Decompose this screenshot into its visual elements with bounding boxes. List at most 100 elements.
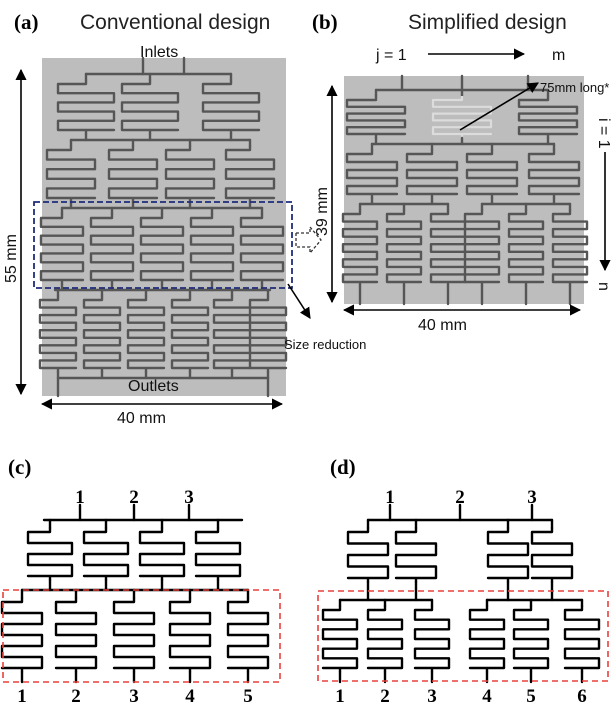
serpentine-line — [138, 526, 186, 582]
serpentine-channel — [212, 294, 252, 374]
serpentine-channel — [224, 144, 276, 204]
inlet-number: 1 — [385, 487, 395, 508]
panel-b: (b) Simplified design j = 1 m 75mm long*… — [312, 10, 612, 334]
size-reduction-box — [33, 201, 293, 289]
serpentine-line — [226, 596, 270, 674]
serpentine-channel — [56, 78, 116, 136]
i-end-label: n — [595, 282, 612, 291]
serpentine-line — [394, 526, 438, 584]
panel-a-title: Conventional design — [80, 11, 270, 34]
serpentine-channel — [465, 148, 519, 200]
manifold-drop — [84, 132, 233, 142]
serpentine-channel — [82, 294, 122, 374]
serpentine-channel — [345, 94, 407, 140]
serpentine-channel — [239, 212, 285, 286]
serpentine-channel — [345, 148, 399, 200]
panel-a-label: (a) — [14, 10, 39, 34]
serpentine-channel — [517, 94, 579, 140]
serpentine-channel — [126, 294, 166, 374]
i-start-label: i = 1 — [595, 118, 612, 149]
serpentine-channel — [551, 208, 589, 288]
serpentine-channel — [120, 78, 180, 136]
serpentine-channel — [248, 294, 288, 374]
outlet-channel — [56, 376, 270, 398]
serpentine-line — [112, 596, 156, 674]
outlet-number: 6 — [577, 686, 587, 705]
panel-d-label: (d) — [330, 455, 356, 479]
inlet-number: 1 — [75, 487, 85, 508]
width-label-b: 40 mm — [418, 317, 467, 334]
transition-arrow — [295, 225, 322, 255]
width-label-a: 40 mm — [117, 410, 166, 427]
panel-a: (a) Conventional design Inlets Outlets 5… — [3, 10, 293, 427]
outlet-number: 4 — [482, 686, 492, 705]
conventional-chip-channels — [38, 56, 288, 398]
serpentine-channel — [341, 208, 379, 288]
panel-b-title: Simplified design — [408, 11, 567, 34]
serpentine-channel — [527, 148, 581, 200]
panel-d: (d) 1 2 3 1 2 3 4 5 6 — [317, 455, 609, 705]
size-reduction-label: Size reduction — [284, 337, 366, 352]
serpentine-channel — [38, 294, 78, 374]
reduction-region-box-c — [2, 589, 281, 683]
outlet-number: 2 — [380, 686, 390, 705]
serpentine-line — [530, 526, 574, 584]
serpentine-channel — [507, 208, 545, 288]
serpentine-channel — [201, 78, 261, 136]
panel-c: (c) 1 2 3 1 2 3 4 5 — [0, 455, 281, 705]
inlet-number: 3 — [527, 487, 537, 508]
inlet-number: 3 — [184, 487, 194, 508]
serpentine-line — [486, 526, 530, 584]
serpentine-channel — [89, 212, 135, 286]
outlet-number: 3 — [427, 686, 437, 705]
serpentine-channel — [164, 144, 216, 204]
serpentine-line — [168, 596, 212, 674]
height-label-55mm: 55 mm — [3, 234, 20, 283]
outlets-label: Outlets — [128, 378, 179, 395]
serpentine-line — [346, 526, 390, 584]
outlet-number: 3 — [129, 686, 139, 705]
serpentine-line — [0, 596, 44, 674]
serpentine-channel — [107, 144, 159, 204]
inlet-channel — [141, 56, 186, 76]
serpentine-line — [413, 604, 451, 674]
inlets-label: Inlets — [140, 44, 178, 61]
serpentine-line — [468, 604, 506, 674]
serpentine-line — [26, 526, 74, 582]
outlet-number: 1 — [335, 686, 345, 705]
outlet-number: 4 — [185, 686, 195, 705]
simplified-schematic — [321, 503, 601, 684]
serpentine-channel — [429, 208, 467, 288]
j-start-label: j = 1 — [375, 47, 407, 64]
serpentine-line — [54, 596, 98, 674]
reduction-region-box-d — [317, 590, 609, 682]
panel-c-label: (c) — [8, 455, 31, 479]
serpentine-line — [563, 604, 601, 674]
channel-note: 75mm long* — [540, 80, 609, 95]
serpentine-channel — [405, 148, 459, 200]
serpentine-channel — [39, 212, 85, 286]
panel-b-label: (b) — [312, 10, 338, 34]
serpentine-channel — [385, 208, 423, 288]
conventional-schematic — [0, 503, 270, 684]
serpentine-line — [366, 604, 404, 674]
serpentine-channel — [139, 212, 185, 286]
outlet-number: 1 — [17, 686, 27, 705]
serpentine-line — [82, 526, 130, 582]
size-reduction-pointer — [287, 283, 311, 319]
inlet-number: 2 — [455, 487, 465, 508]
j-end-label: m — [552, 47, 565, 64]
outlet-number: 5 — [526, 686, 536, 705]
serpentine-line — [321, 604, 359, 674]
serpentine-channel — [170, 294, 210, 374]
channel-note-pointer — [459, 82, 539, 131]
height-label-39mm: 39 mm — [314, 187, 331, 236]
simplified-chip-channels — [341, 74, 589, 306]
serpentine-channel — [431, 96, 493, 138]
serpentine-channel — [189, 212, 235, 286]
inlet-number: 2 — [129, 487, 139, 508]
serpentine-channel — [45, 144, 97, 204]
outlet-number: 2 — [71, 686, 81, 705]
serpentine-channel — [463, 208, 501, 288]
